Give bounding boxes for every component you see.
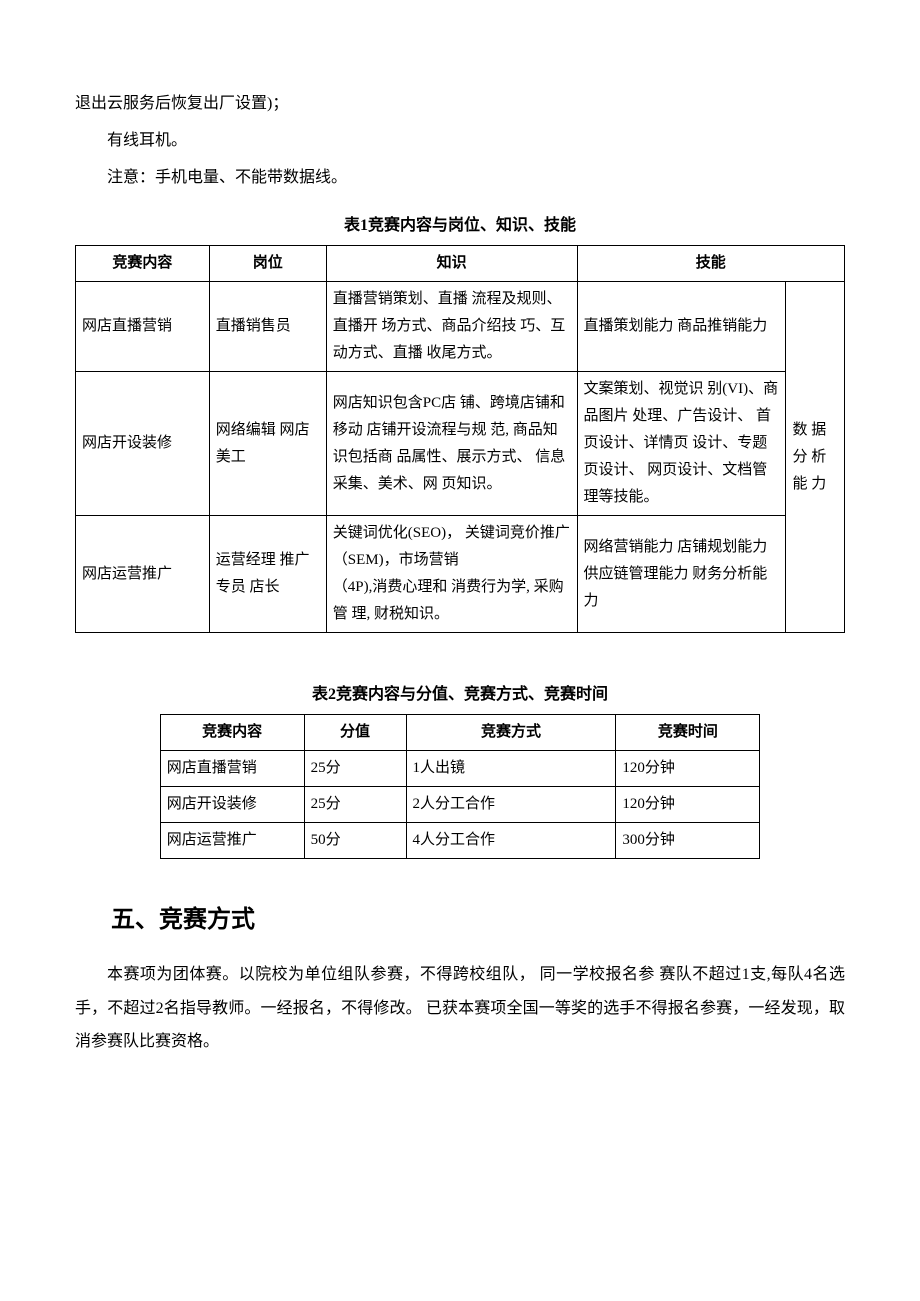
table2-cell: 网店开设装修 [160, 786, 304, 822]
table1-header-post: 岗位 [209, 246, 326, 282]
table-row: 网店运营推广 运营经理 推广专员 店长 关键词优化(SEO)， 关键词竞价推广 … [76, 516, 845, 633]
table1-header-row: 竞赛内容 岗位 知识 技能 [76, 246, 845, 282]
table2-cell: 120分钟 [616, 786, 760, 822]
table-row: 网店运营推广 50分 4人分工合作 300分钟 [160, 822, 760, 858]
table1-cell: 运营经理 推广专员 店长 [209, 516, 326, 633]
table1-cell: 网络营销能力 店铺规划能力 供应链管理能力 财务分析能力 [577, 516, 786, 633]
table1-merged-skill: 数 据 分 析 能 力 [786, 282, 845, 633]
table2-cell: 120分钟 [616, 750, 760, 786]
table2-cell: 50分 [304, 822, 406, 858]
table1: 竞赛内容 岗位 知识 技能 网店直播营销 直播销售员 直播营销策划、直播 流程及… [75, 245, 845, 633]
table-row: 网店直播营销 直播销售员 直播营销策划、直播 流程及规则、直播开 场方式、商品介… [76, 282, 845, 372]
table1-header-knowledge: 知识 [326, 246, 577, 282]
section-heading: 五、竞赛方式 [111, 899, 845, 942]
table2-cell: 网店直播营销 [160, 750, 304, 786]
table2-cell: 网店运营推广 [160, 822, 304, 858]
table1-cell: 网店运营推广 [76, 516, 210, 633]
table2: 竞赛内容 分值 竞赛方式 竞赛时间 网店直播营销 25分 1人出镜 120分钟 … [160, 714, 761, 859]
table2-header-score: 分值 [304, 714, 406, 750]
table2-cell: 4人分工合作 [406, 822, 616, 858]
table1-cell: 网店直播营销 [76, 282, 210, 372]
table1-cell: 关键词优化(SEO)， 关键词竞价推广 （SEM)，市场营销 （4P),消费心理… [326, 516, 577, 633]
table2-cell: 300分钟 [616, 822, 760, 858]
paragraph-3: 注意：手机电量、不能带数据线。 [75, 164, 845, 193]
table1-cell: 网店知识包含PC店 铺、跨境店铺和移动 店铺开设流程与规 范, 商品知识包括商 … [326, 372, 577, 516]
table1-cell: 网络编辑 网店美工 [209, 372, 326, 516]
table2-caption: 表2竞赛内容与分值、竞赛方式、竞赛时间 [75, 681, 845, 710]
table2-header-content: 竞赛内容 [160, 714, 304, 750]
table2-header-time: 竞赛时间 [616, 714, 760, 750]
table2-cell: 25分 [304, 786, 406, 822]
table1-caption: 表1竞赛内容与岗位、知识、技能 [75, 212, 845, 241]
table2-cell: 25分 [304, 750, 406, 786]
table1-cell: 文案策划、视觉识 别(VI)、商品图片 处理、广告设计、 首页设计、详情页 设计… [577, 372, 786, 516]
table1-cell: 直播策划能力 商品推销能力 [577, 282, 786, 372]
table-row: 网店开设装修 网络编辑 网店美工 网店知识包含PC店 铺、跨境店铺和移动 店铺开… [76, 372, 845, 516]
table1-cell: 直播营销策划、直播 流程及规则、直播开 场方式、商品介绍技 巧、互动方式、直播 … [326, 282, 577, 372]
table2-cell: 2人分工合作 [406, 786, 616, 822]
table2-header-mode: 竞赛方式 [406, 714, 616, 750]
section-body: 本赛项为团体赛。以院校为单位组队参赛，不得跨校组队， 同一学校报名参 赛队不超过… [75, 958, 845, 1059]
table1-cell: 直播销售员 [209, 282, 326, 372]
table2-header-row: 竞赛内容 分值 竞赛方式 竞赛时间 [160, 714, 760, 750]
table2-cell: 1人出镜 [406, 750, 616, 786]
table1-cell: 网店开设装修 [76, 372, 210, 516]
table1-header-content: 竞赛内容 [76, 246, 210, 282]
table1-header-skill: 技能 [577, 246, 845, 282]
paragraph-2: 有线耳机。 [75, 127, 845, 156]
table-row: 网店开设装修 25分 2人分工合作 120分钟 [160, 786, 760, 822]
table-row: 网店直播营销 25分 1人出镜 120分钟 [160, 750, 760, 786]
paragraph-1: 退出云服务后恢复出厂设置)； [75, 90, 845, 119]
